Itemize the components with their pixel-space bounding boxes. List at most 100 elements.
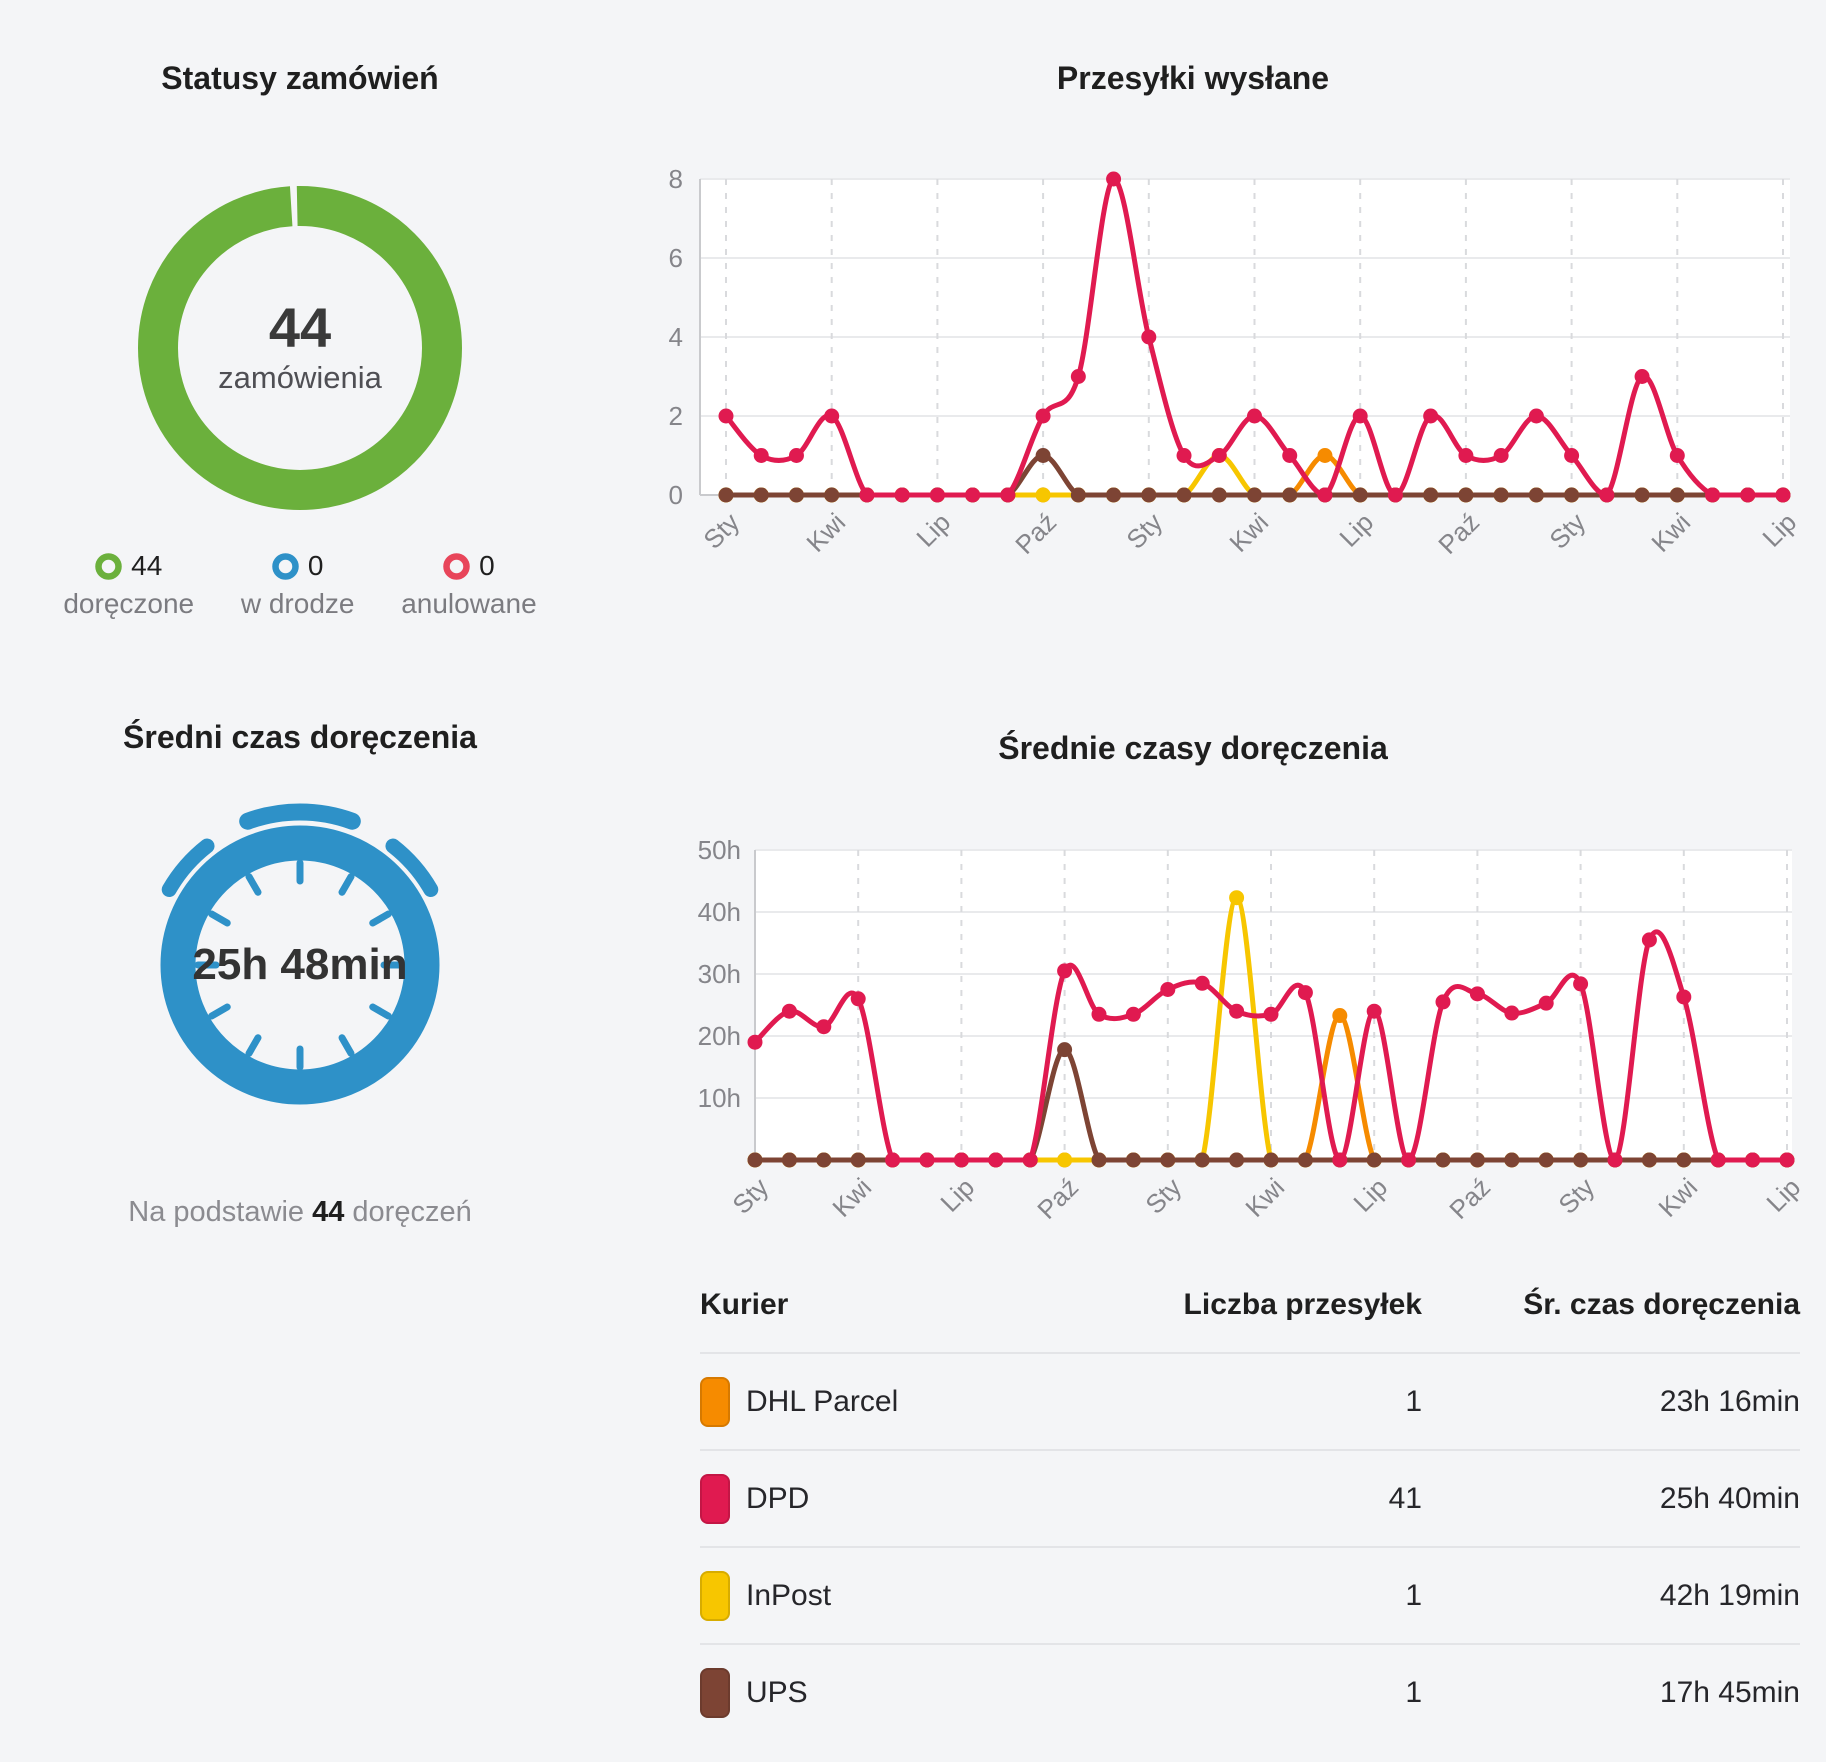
data-point-ups[interactable]	[1676, 1152, 1692, 1168]
data-point-dpd[interactable]	[1573, 976, 1589, 992]
data-point-ups[interactable]	[1229, 1152, 1245, 1168]
data-point-ups[interactable]	[1564, 487, 1580, 503]
data-point-ups[interactable]	[1057, 1042, 1073, 1058]
data-point-ups[interactable]	[1247, 487, 1262, 503]
data-point-dpd[interactable]	[1401, 1152, 1417, 1168]
data-point-dpd[interactable]	[1247, 408, 1262, 424]
data-point-dpd[interactable]	[1229, 1003, 1245, 1019]
data-point-inpost[interactable]	[1035, 487, 1051, 503]
data-point-dpd[interactable]	[718, 408, 734, 424]
data-point-ups[interactable]	[1106, 487, 1122, 503]
data-point-ups[interactable]	[1669, 487, 1685, 503]
data-point-dpd[interactable]	[1528, 408, 1544, 424]
data-point-ups[interactable]	[788, 487, 804, 503]
data-point-dpd[interactable]	[1194, 975, 1210, 991]
data-point-dpd[interactable]	[1458, 448, 1474, 463]
data-point-dpd[interactable]	[1000, 487, 1016, 503]
data-point-dpd[interactable]	[1141, 329, 1157, 345]
data-point-dpd[interactable]	[1705, 487, 1721, 503]
data-point-dpd[interactable]	[1282, 448, 1298, 463]
data-point-ups[interactable]	[1091, 1152, 1107, 1168]
data-point-ups[interactable]	[1297, 1152, 1313, 1168]
data-point-dpd[interactable]	[1564, 448, 1580, 463]
data-point-dpd[interactable]	[1504, 1005, 1520, 1021]
data-point-dpd[interactable]	[781, 1003, 797, 1019]
data-point-dpd[interactable]	[1091, 1006, 1107, 1022]
donut-ring-delivered[interactable]	[138, 186, 462, 510]
data-point-dpd[interactable]	[1057, 963, 1073, 979]
data-point-dpd[interactable]	[850, 991, 866, 1007]
data-point-dpd[interactable]	[1022, 1152, 1038, 1168]
legend-item-in-transit[interactable]: 0 w drodze	[241, 550, 355, 620]
data-point-dpd[interactable]	[1469, 986, 1485, 1002]
data-point-ups[interactable]	[1366, 1152, 1382, 1168]
data-point-dpd[interactable]	[1538, 995, 1554, 1011]
data-point-dpd[interactable]	[753, 448, 769, 463]
data-point-dpd[interactable]	[1317, 487, 1333, 503]
data-point-ups[interactable]	[718, 487, 734, 503]
data-point-ups[interactable]	[850, 1152, 866, 1168]
data-point-ups[interactable]	[753, 487, 769, 503]
data-point-ups[interactable]	[1211, 487, 1227, 503]
data-point-ups[interactable]	[1141, 487, 1157, 503]
data-point-inpost[interactable]	[1057, 1152, 1073, 1168]
data-point-dpd[interactable]	[788, 448, 804, 463]
data-point-dpd[interactable]	[1779, 1152, 1795, 1168]
data-point-ups[interactable]	[1176, 487, 1192, 503]
data-point-dpd[interactable]	[1775, 487, 1791, 503]
data-point-dhl-parcel[interactable]	[1332, 1008, 1348, 1024]
data-point-dpd[interactable]	[1599, 487, 1615, 503]
data-point-dpd[interactable]	[859, 487, 875, 503]
data-point-dpd[interactable]	[1740, 487, 1756, 503]
data-point-ups[interactable]	[824, 487, 840, 503]
data-point-dpd[interactable]	[953, 1152, 969, 1168]
data-point-ups[interactable]	[1125, 1152, 1141, 1168]
data-point-ups[interactable]	[781, 1152, 797, 1168]
data-point-inpost[interactable]	[1229, 890, 1245, 906]
data-point-dpd[interactable]	[1669, 448, 1685, 463]
data-point-ups[interactable]	[1573, 1152, 1589, 1168]
data-point-ups[interactable]	[1634, 487, 1650, 503]
data-point-dpd[interactable]	[1493, 448, 1509, 463]
data-point-dpd[interactable]	[1263, 1006, 1279, 1022]
data-point-dpd[interactable]	[988, 1152, 1004, 1168]
data-point-dpd[interactable]	[1125, 1006, 1141, 1022]
data-point-ups[interactable]	[1160, 1152, 1176, 1168]
data-point-dpd[interactable]	[816, 1019, 832, 1035]
data-point-dpd[interactable]	[824, 408, 840, 424]
data-point-dpd[interactable]	[894, 487, 910, 503]
data-point-dpd[interactable]	[1634, 369, 1650, 384]
data-point-dpd[interactable]	[1160, 982, 1176, 997]
data-point-dpd[interactable]	[1211, 448, 1227, 463]
data-point-dpd[interactable]	[1435, 994, 1451, 1010]
data-point-ups[interactable]	[1504, 1152, 1520, 1168]
data-point-ups[interactable]	[1282, 487, 1298, 503]
data-point-ups[interactable]	[1070, 487, 1086, 503]
data-point-dpd[interactable]	[1423, 408, 1439, 424]
data-point-ups[interactable]	[1538, 1152, 1554, 1168]
data-point-ups[interactable]	[1035, 448, 1051, 463]
data-point-ups[interactable]	[1458, 487, 1474, 503]
data-point-dpd[interactable]	[1106, 171, 1122, 187]
data-point-dpd[interactable]	[1607, 1152, 1623, 1168]
data-point-ups[interactable]	[1469, 1152, 1485, 1168]
data-point-dpd[interactable]	[1035, 408, 1051, 424]
legend-item-cancelled[interactable]: 0 anulowane	[401, 550, 536, 620]
data-point-ups[interactable]	[1352, 487, 1368, 503]
data-point-ups[interactable]	[747, 1152, 763, 1168]
data-point-dpd[interactable]	[1710, 1152, 1726, 1168]
data-point-ups[interactable]	[1528, 487, 1544, 503]
data-point-dpd[interactable]	[1352, 408, 1368, 424]
data-point-dpd[interactable]	[965, 487, 981, 503]
data-point-ups[interactable]	[816, 1152, 832, 1168]
data-point-ups[interactable]	[1263, 1152, 1279, 1168]
data-point-dpd[interactable]	[1745, 1152, 1761, 1168]
data-point-dhl-parcel[interactable]	[1317, 448, 1333, 463]
data-point-dpd[interactable]	[1332, 1152, 1348, 1168]
data-point-dpd[interactable]	[1676, 989, 1692, 1005]
data-point-dpd[interactable]	[919, 1152, 935, 1168]
data-point-ups[interactable]	[1493, 487, 1509, 503]
data-point-dpd[interactable]	[1366, 1003, 1382, 1019]
data-point-dpd[interactable]	[747, 1034, 763, 1050]
data-point-dpd[interactable]	[929, 487, 945, 503]
